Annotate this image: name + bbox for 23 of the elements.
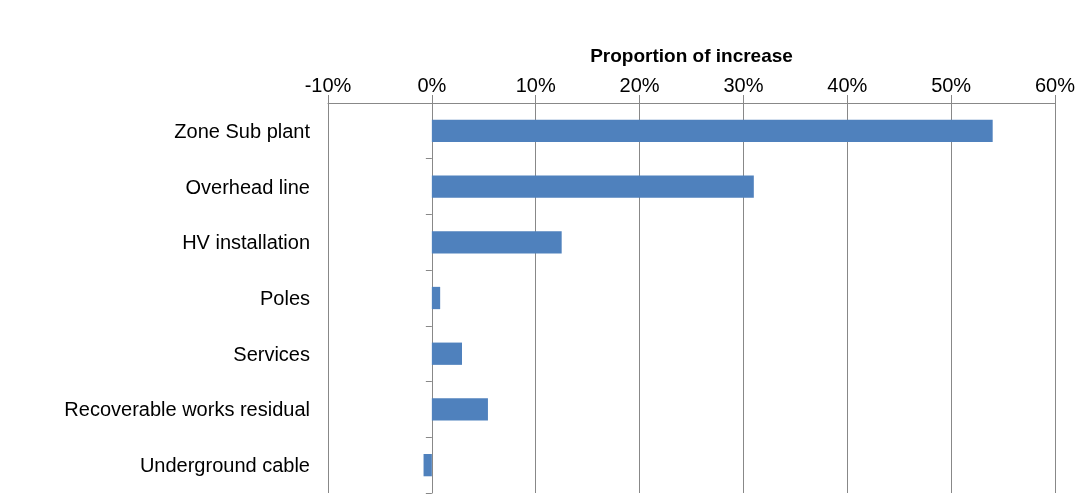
y-tick-label: Poles bbox=[259, 287, 310, 309]
x-tick-label: 50% bbox=[931, 74, 972, 96]
y-tick-label: Overhead line bbox=[185, 175, 310, 198]
x-tick-label: 40% bbox=[827, 74, 868, 96]
bar bbox=[431, 398, 488, 421]
x-tick-label: 20% bbox=[619, 74, 660, 96]
x-tick-label: 30% bbox=[723, 74, 764, 96]
bar bbox=[431, 286, 441, 310]
bar bbox=[431, 175, 754, 198]
x-tick-label: 10% bbox=[515, 74, 556, 96]
x-tick-label: -10% bbox=[304, 74, 352, 96]
bar bbox=[431, 342, 462, 365]
y-tick-label: Zone Sub plant bbox=[174, 119, 311, 142]
x-tick-label: 0% bbox=[417, 74, 447, 96]
y-tick-label: Recoverable works residual bbox=[64, 398, 310, 421]
x-axis-title: Proportion of increase bbox=[590, 45, 793, 66]
bar bbox=[431, 119, 993, 142]
y-tick-label: HV installation bbox=[182, 231, 310, 254]
y-tick-label: Services bbox=[233, 342, 310, 365]
bar bbox=[431, 231, 562, 254]
x-tick-label: 60% bbox=[1034, 74, 1076, 96]
bar bbox=[423, 454, 432, 477]
y-tick-label: Underground cable bbox=[139, 454, 310, 477]
